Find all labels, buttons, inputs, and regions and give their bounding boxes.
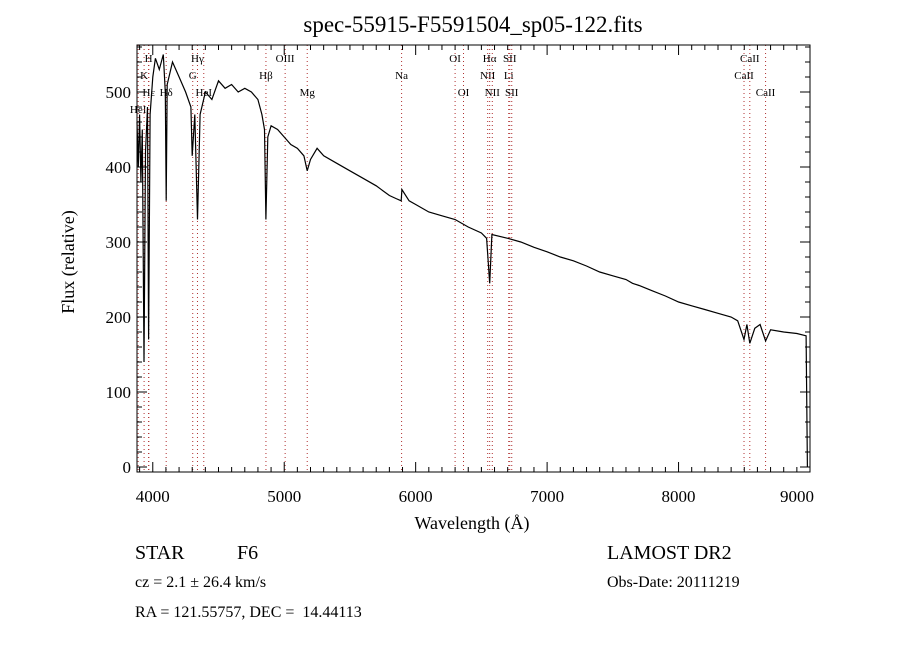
line-marker-label: CaII xyxy=(756,87,776,99)
line-marker-label: Na xyxy=(395,70,408,82)
line-marker-label: NII xyxy=(480,70,496,82)
line-marker-label: Hα xyxy=(483,53,497,65)
x-tick-label: 4000 xyxy=(136,487,170,506)
line-marker-label: OI xyxy=(458,87,470,99)
line-marker-label: Mg xyxy=(300,87,316,99)
y-tick-label: 100 xyxy=(106,383,132,402)
x-tick-label: 5000 xyxy=(267,487,301,506)
y-axis: 0 100 200 300 400 500 xyxy=(106,46,810,477)
line-marker-label: Li xyxy=(504,70,514,82)
y-tick-label: 300 xyxy=(106,233,132,252)
line-marker-label: Hε xyxy=(143,87,156,99)
plot-frame xyxy=(136,44,811,473)
y-tick-label: 0 xyxy=(123,458,132,477)
series-group xyxy=(136,54,808,468)
y-tick-label: 500 xyxy=(106,83,132,102)
line-marker-label: H xyxy=(145,53,153,65)
x-tick-label: 7000 xyxy=(530,487,564,506)
line-marker-label: Hδ xyxy=(160,87,173,99)
line-marker-label: Hβ xyxy=(259,70,273,82)
spectrum-line xyxy=(136,54,808,468)
class-label: STAR xyxy=(135,542,185,564)
line-marker-label: SII xyxy=(503,53,517,65)
line-marker-label: CaII xyxy=(740,53,760,65)
y-tick-label: 400 xyxy=(106,158,132,177)
line-marker-label: NII xyxy=(485,87,501,99)
line-marker-label: OIII xyxy=(276,53,295,65)
x-axis: 4000 5000 6000 7000 8000 9000 xyxy=(136,45,814,506)
x-tick-label: 9000 xyxy=(780,487,814,506)
survey-label: LAMOST DR2 xyxy=(607,542,732,564)
line-marker-label: SII xyxy=(505,87,519,99)
line-marker-label: OI xyxy=(449,53,461,65)
x-axis-label: Wavelength (Å) xyxy=(414,513,529,534)
line-marker-label: Hγ xyxy=(191,53,204,65)
x-tick-label: 8000 xyxy=(662,487,696,506)
line-marker-label: K xyxy=(140,70,148,82)
subclass-label: F6 xyxy=(237,542,259,564)
obs-date-text: Obs-Date: 20111219 xyxy=(607,574,740,591)
x-tick-label: 6000 xyxy=(399,487,433,506)
y-tick-label: 200 xyxy=(106,308,132,327)
redshift-text: cz = 2.1 ± 26.4 km/s xyxy=(135,574,267,591)
y-axis-label: Flux (relative) xyxy=(58,210,79,313)
line-marker-label: G xyxy=(189,70,197,82)
chart-title: spec-55915-F5591504_sp05-122.fits xyxy=(303,12,642,37)
line-marker-label: CaII xyxy=(734,70,754,82)
coordinates-text: RA = 121.55757, DEC = 14.44113 xyxy=(135,604,362,621)
line-marker-label: HeI xyxy=(130,104,147,116)
